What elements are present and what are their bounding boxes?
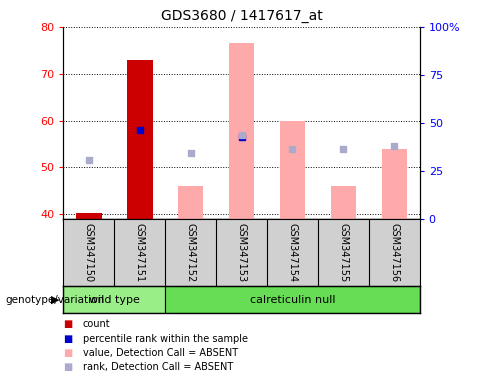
Bar xyxy=(280,121,305,219)
Text: GSM347152: GSM347152 xyxy=(185,223,196,282)
Text: genotype/variation: genotype/variation xyxy=(5,295,104,305)
Text: GSM347153: GSM347153 xyxy=(237,223,246,282)
Text: ■: ■ xyxy=(63,348,73,358)
Bar xyxy=(178,186,203,219)
Text: rank, Detection Call = ABSENT: rank, Detection Call = ABSENT xyxy=(83,362,233,372)
Title: GDS3680 / 1417617_at: GDS3680 / 1417617_at xyxy=(161,9,323,23)
Text: GSM347154: GSM347154 xyxy=(287,223,298,282)
Text: GSM347156: GSM347156 xyxy=(389,223,399,282)
Bar xyxy=(165,286,420,313)
Bar xyxy=(382,149,407,219)
Text: count: count xyxy=(83,319,111,329)
Bar xyxy=(63,286,165,313)
Text: GSM347150: GSM347150 xyxy=(84,223,94,282)
Text: ▶: ▶ xyxy=(51,295,60,305)
Bar xyxy=(127,60,152,219)
Text: GSM347151: GSM347151 xyxy=(135,223,145,282)
Text: calreticulin null: calreticulin null xyxy=(250,295,335,305)
Bar xyxy=(229,43,254,219)
Text: ■: ■ xyxy=(63,319,73,329)
Text: percentile rank within the sample: percentile rank within the sample xyxy=(83,334,248,344)
Bar xyxy=(76,213,102,219)
Bar xyxy=(331,186,356,219)
Text: wild type: wild type xyxy=(89,295,140,305)
Text: ■: ■ xyxy=(63,334,73,344)
Text: value, Detection Call = ABSENT: value, Detection Call = ABSENT xyxy=(83,348,238,358)
Text: ■: ■ xyxy=(63,362,73,372)
Text: GSM347155: GSM347155 xyxy=(338,223,348,282)
